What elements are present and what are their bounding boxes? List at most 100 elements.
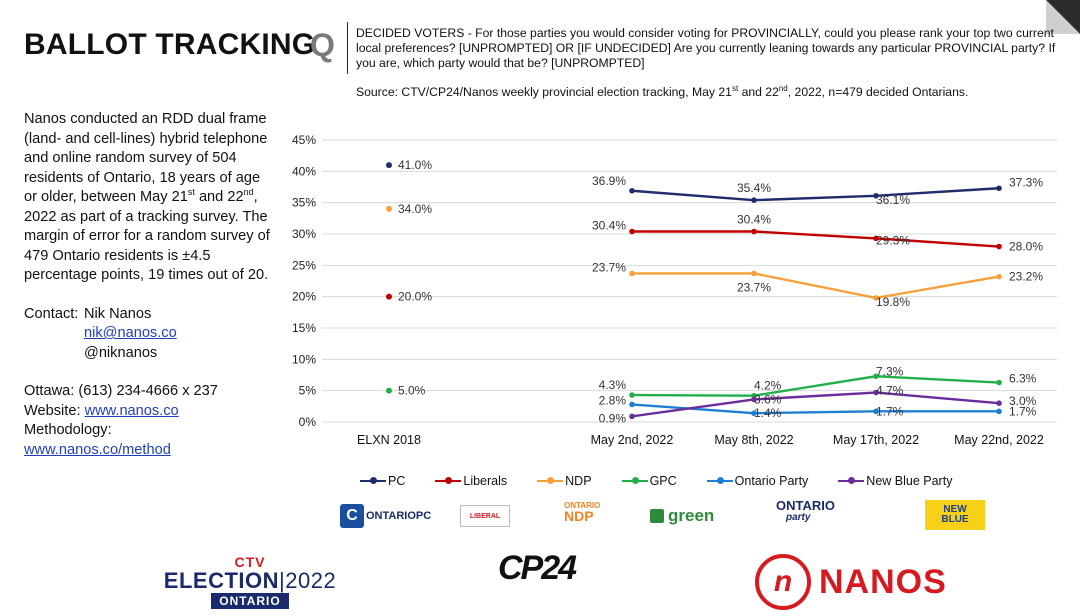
data-point bbox=[629, 392, 635, 398]
y-tick-label: 10% bbox=[292, 352, 316, 366]
data-label: 23.2% bbox=[1009, 270, 1043, 284]
data-label: 23.7% bbox=[737, 280, 771, 294]
legend-label: Liberals bbox=[463, 474, 508, 488]
baseline-data-label: 5.0% bbox=[398, 384, 426, 398]
data-point bbox=[751, 270, 757, 277]
data-label: 0.9% bbox=[599, 411, 627, 425]
baseline-data-label: 34.0% bbox=[398, 202, 432, 216]
ballot-line-chart: 0% 5% 10% 15% 20% 25% 30% 35% 40% 45% ELXN 2018 May… bbox=[292, 133, 1057, 447]
legend-swatch bbox=[706, 477, 733, 484]
baseline-point bbox=[386, 162, 392, 169]
baseline-data-label: 41.0% bbox=[398, 158, 432, 172]
contact-name: Nik Nanos bbox=[84, 305, 152, 322]
data-point bbox=[873, 295, 879, 301]
liberal-party-logo: LIBERAL bbox=[460, 505, 510, 527]
y-tick-label: 20% bbox=[292, 290, 316, 304]
data-point bbox=[629, 270, 635, 277]
new-blue-party-logo: NEW BLUE bbox=[925, 500, 985, 530]
data-label: 35.4% bbox=[737, 181, 771, 195]
x-tick-label: ELXN 2018 bbox=[357, 433, 421, 447]
data-point bbox=[996, 185, 1002, 192]
legend-label: GPC bbox=[649, 474, 677, 488]
data-label: 2.8% bbox=[599, 393, 627, 407]
source-text: Source: CTV/CP24/Nanos weekly provincial… bbox=[356, 84, 969, 100]
legend-swatch bbox=[435, 477, 462, 484]
data-label: 19.8% bbox=[876, 295, 910, 309]
data-label: 23.7% bbox=[592, 260, 626, 274]
x-tick-label: May 8th, 2022 bbox=[714, 433, 793, 447]
data-label: 36.9% bbox=[592, 174, 626, 188]
cp24-logo: CP24 bbox=[498, 549, 577, 587]
ctv-election-logo: CTV ELECTION|2022 ONTARIO bbox=[163, 554, 337, 609]
ottawa-phone: Ottawa: (613) 234-4666 x 237 bbox=[24, 383, 218, 399]
y-tick-label: 25% bbox=[292, 258, 316, 272]
x-tick-label: May 2nd, 2022 bbox=[591, 433, 674, 447]
baseline-point bbox=[386, 205, 392, 212]
data-point bbox=[629, 187, 635, 194]
series-line bbox=[631, 391, 1000, 418]
data-label: 4.2% bbox=[754, 379, 782, 393]
data-point bbox=[996, 273, 1002, 280]
legend-item: GPC bbox=[621, 474, 677, 488]
y-tick-label: 5% bbox=[299, 384, 317, 398]
data-label: 30.4% bbox=[737, 212, 771, 226]
data-point bbox=[873, 408, 879, 415]
legend-label: NDP bbox=[565, 474, 592, 488]
y-tick-label: 40% bbox=[292, 164, 316, 178]
x-tick-label: May 22nd, 2022 bbox=[954, 433, 1044, 447]
legend-swatch bbox=[838, 477, 865, 484]
data-point bbox=[873, 235, 879, 242]
methodology-panel: Nanos conducted an RDD dual frame (land-… bbox=[24, 110, 274, 460]
contact-email-link[interactable]: nik@nanos.co bbox=[84, 325, 177, 341]
data-point bbox=[629, 413, 635, 420]
data-point bbox=[751, 197, 757, 203]
data-label: 6.3% bbox=[1009, 372, 1037, 386]
series-line bbox=[632, 272, 1000, 300]
contact-label: Contact: bbox=[24, 305, 79, 322]
contact-handle: @niknanos bbox=[84, 344, 158, 361]
website-label: Website: bbox=[24, 402, 85, 419]
ndp-party-logo: ONTARIO NDP bbox=[564, 501, 601, 524]
party-logos: C ONTARIOPC LIBERAL ONTARIO NDP green ONTA… bbox=[340, 498, 1040, 534]
data-point bbox=[629, 401, 635, 408]
legend-item: PC bbox=[360, 474, 405, 488]
data-point bbox=[629, 228, 635, 235]
data-point bbox=[873, 192, 879, 199]
legend-label: Ontario Party bbox=[734, 474, 809, 488]
series-line bbox=[632, 230, 1000, 248]
data-label: 4.3% bbox=[599, 378, 627, 392]
baseline-data-label: 20.0% bbox=[398, 290, 432, 304]
data-label: 36.1% bbox=[876, 193, 910, 207]
footer-logos: CTV ELECTION|2022 ONTARIO CP24 n NANOS bbox=[0, 548, 1080, 616]
data-point bbox=[873, 373, 879, 380]
series-line bbox=[631, 375, 1000, 397]
data-point bbox=[751, 410, 757, 417]
legend-item: Ontario Party bbox=[706, 474, 809, 488]
question-text: DECIDED VOTERS - For those parties you w… bbox=[356, 26, 1056, 70]
y-tick-label: 30% bbox=[292, 227, 316, 241]
data-point bbox=[873, 389, 879, 396]
methodology-link[interactable]: www.nanos.co/method bbox=[24, 441, 171, 458]
data-label: 29.3% bbox=[876, 233, 910, 247]
legend-label: New Blue Party bbox=[866, 474, 953, 488]
data-point bbox=[996, 243, 1002, 250]
corner-fold bbox=[1046, 0, 1080, 34]
data-point bbox=[751, 396, 757, 403]
methodology-label: Methodology: bbox=[24, 422, 112, 438]
data-label: 1.7% bbox=[1009, 404, 1037, 418]
website-link[interactable]: www.nanos.co bbox=[84, 402, 179, 419]
ontario-party-logo: ONTARIO party bbox=[776, 498, 835, 523]
question-icon: Q bbox=[310, 27, 335, 63]
y-tick-label: 45% bbox=[292, 133, 316, 147]
pc-party-logo: C ONTARIOPC bbox=[340, 500, 431, 532]
y-tick-label: 15% bbox=[292, 321, 316, 335]
y-tick-label: 0% bbox=[299, 415, 317, 429]
data-label: 30.4% bbox=[592, 218, 626, 232]
data-point bbox=[751, 228, 757, 235]
nanos-logo: n NANOS bbox=[755, 554, 947, 610]
nanos-mark-icon: n bbox=[755, 554, 811, 610]
data-point bbox=[996, 379, 1002, 386]
y-tick-label: 35% bbox=[292, 196, 316, 210]
legend-item: Liberals bbox=[435, 474, 507, 488]
green-party-logo: green bbox=[650, 500, 714, 532]
